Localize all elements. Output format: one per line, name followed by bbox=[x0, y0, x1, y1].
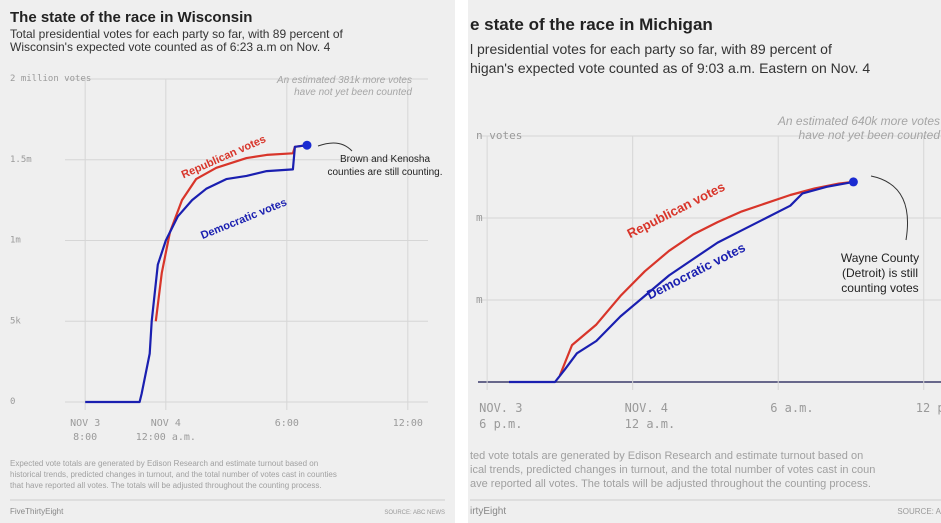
x-tick-label: 8:00 bbox=[73, 432, 97, 443]
x-tick-label: 12:00 a.m. bbox=[136, 432, 196, 443]
y-tick-label: 1m bbox=[10, 236, 21, 246]
chart-subtitle: l presidential votes for each party so f… bbox=[470, 41, 832, 57]
annotation-callout: counting votes bbox=[841, 281, 918, 295]
x-tick-label: 12:00 bbox=[393, 418, 423, 429]
callout-arrow bbox=[317, 142, 353, 152]
panel-bg bbox=[0, 0, 455, 523]
x-tick-label: NOV 3 bbox=[70, 418, 100, 429]
source: SOURCE: A bbox=[897, 507, 941, 516]
footnote: ted vote totals are generated by Edison … bbox=[470, 450, 863, 462]
footnote: historical trends, predicted changes in … bbox=[10, 470, 337, 479]
x-tick-label: 12 p. bbox=[916, 401, 941, 415]
y-tick-label: m bbox=[476, 293, 483, 306]
footnote: ical trends, predicted changes in turnou… bbox=[470, 464, 875, 476]
series-line bbox=[509, 180, 854, 384]
x-tick-label: 6:00 bbox=[275, 418, 299, 429]
chart-subtitle: Wisconsin's expected vote counted as of … bbox=[10, 40, 331, 54]
source: SOURCE: ABC NEWS bbox=[384, 510, 445, 516]
x-tick-label: 6 a.m. bbox=[770, 401, 813, 415]
annotation-note: have not yet been counted bbox=[799, 128, 941, 142]
annotation-note: An estimated 381k more votes bbox=[276, 75, 412, 86]
series-line bbox=[558, 180, 854, 376]
chart-subtitle: Total presidential votes for each party … bbox=[10, 27, 344, 41]
series-line bbox=[85, 144, 308, 404]
y-tick-label: m bbox=[476, 211, 483, 224]
annotation-note: have not yet been counted bbox=[294, 87, 412, 98]
x-tick-label: 12 a.m. bbox=[625, 417, 676, 431]
annotation-note: An estimated 640k more votes bbox=[777, 114, 940, 128]
footnote: Expected vote totals are generated by Ed… bbox=[10, 459, 318, 468]
x-tick-label: NOV. 3 bbox=[479, 401, 522, 415]
annotation-callout: (Detroit) is still bbox=[842, 266, 918, 280]
y-tick-label: 2 million votes bbox=[10, 74, 91, 84]
y-tick-label: 1.5m bbox=[10, 155, 32, 165]
chart-panel: e state of the race in Michigan l preside… bbox=[470, 15, 941, 517]
y-tick-label: n votes bbox=[476, 129, 522, 142]
chart-title: The state of the race in Wisconsin bbox=[10, 9, 252, 26]
panel-bg bbox=[468, 0, 941, 523]
callout-arrow bbox=[870, 175, 908, 241]
annotation-callout: Brown and Kenosha bbox=[340, 154, 431, 165]
brand: irtyEight bbox=[470, 506, 506, 517]
annotation-callout: counties are still counting. bbox=[327, 167, 442, 178]
chart-title: e state of the race in Michigan bbox=[470, 15, 713, 34]
x-tick-label: NOV. 4 bbox=[625, 401, 668, 415]
chart-subtitle: higan's expected vote counted as of 9:03… bbox=[470, 60, 870, 76]
end-dot bbox=[302, 140, 312, 150]
annotation-callout: Wayne County bbox=[841, 251, 919, 265]
end-dot bbox=[848, 177, 858, 187]
y-tick-label: 0 bbox=[10, 397, 15, 407]
x-tick-label: NOV 4 bbox=[151, 418, 181, 429]
x-tick-label: 6 p.m. bbox=[479, 417, 522, 431]
y-tick-label: 5k bbox=[10, 316, 21, 326]
footnote: ave reported all votes. The totals will … bbox=[470, 478, 871, 490]
brand: FiveThirtyEight bbox=[10, 507, 64, 516]
footnote: that have reported all votes. The totals… bbox=[10, 481, 322, 490]
